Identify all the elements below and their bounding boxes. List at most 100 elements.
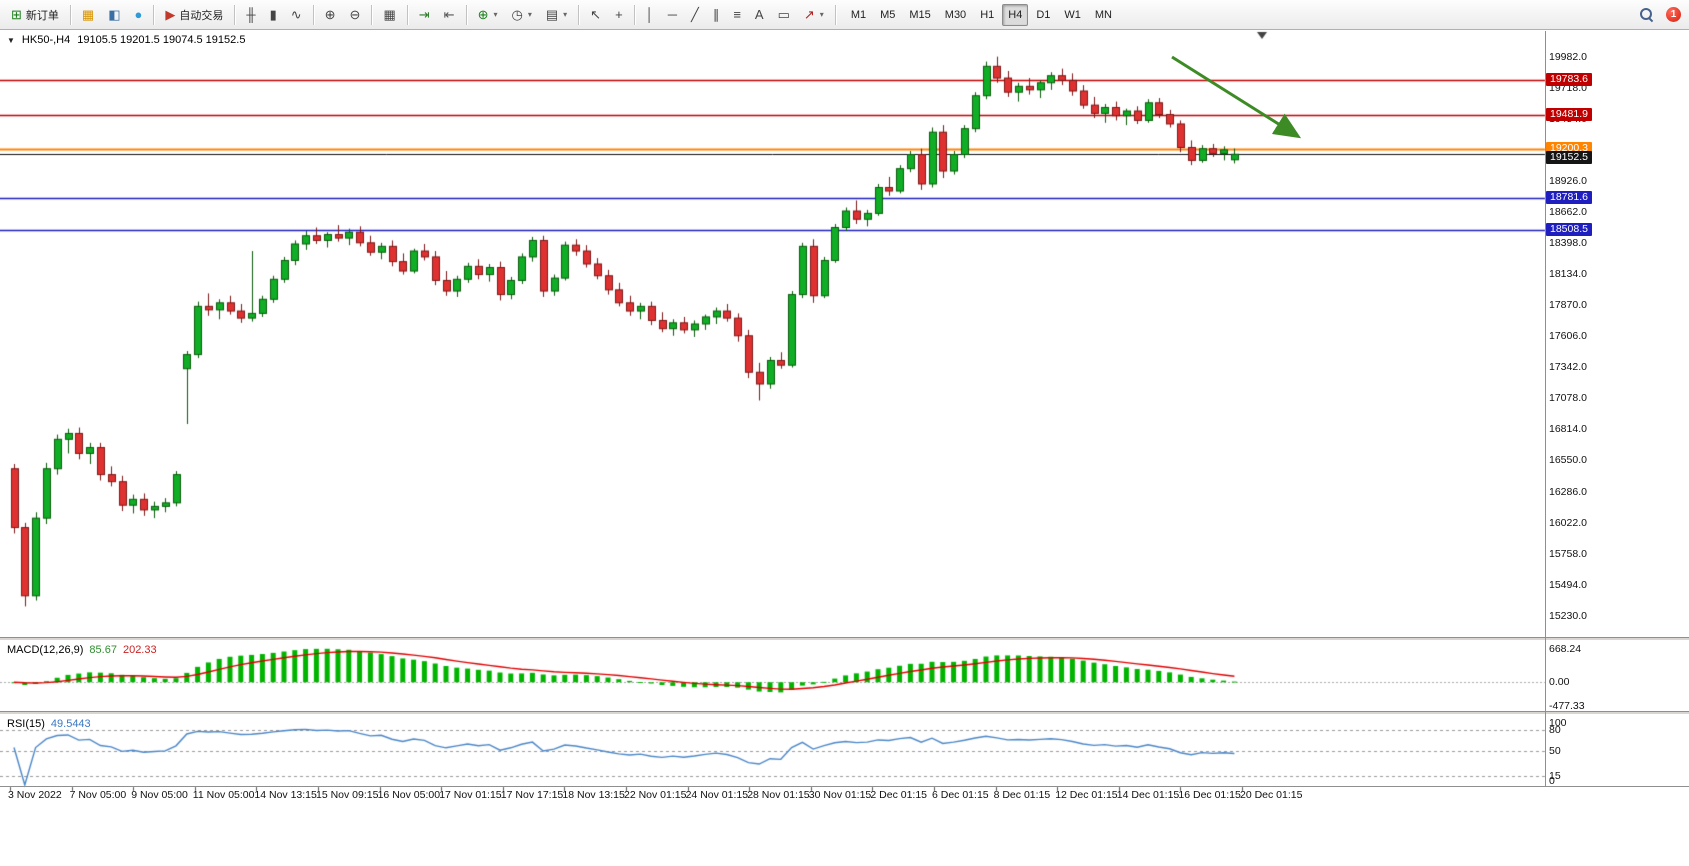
trendline-icon: ╱ bbox=[691, 7, 699, 22]
timeframe-m5-button[interactable]: M5 bbox=[874, 4, 901, 26]
indicators-icon: ⊕ bbox=[477, 7, 489, 22]
zoom-out-button[interactable]: ⊖ bbox=[344, 3, 367, 27]
dropdown-caret-icon: ▾ bbox=[527, 10, 532, 19]
rsi-value: 49.5443 bbox=[50, 718, 91, 730]
vertical-line-icon: │ bbox=[645, 7, 654, 22]
horizontal-line-icon: ─ bbox=[667, 7, 677, 22]
timeframe-m30-button[interactable]: M30 bbox=[939, 4, 972, 26]
chart-title: ▼ HK50-,H4 19105.5 19201.5 19074.5 19152… bbox=[7, 34, 245, 46]
price-axis-border bbox=[1545, 31, 1546, 786]
crosshair-icon: + bbox=[615, 7, 623, 22]
chart-symbol-period: HK50-,H4 bbox=[21, 34, 71, 46]
text-button[interactable]: A bbox=[749, 3, 770, 27]
auto-trading-icon: ▶ bbox=[165, 7, 176, 22]
new-order-button-label: 新订单 bbox=[25, 9, 59, 22]
market-watch-button[interactable]: ▦ bbox=[76, 3, 100, 27]
navigator-button[interactable]: ● bbox=[129, 3, 149, 27]
auto-trading-button-label: 自动交易 bbox=[179, 9, 224, 22]
timeframe-d1-button[interactable]: D1 bbox=[1030, 4, 1056, 26]
timeframe-m1-button[interactable]: M1 bbox=[845, 4, 872, 26]
dropdown-caret-icon: ▾ bbox=[563, 10, 568, 19]
horizontal-line-button[interactable]: ─ bbox=[662, 3, 683, 27]
line-chart-button[interactable]: ∿ bbox=[285, 3, 308, 27]
macd-signal-value: 202.33 bbox=[122, 644, 157, 656]
cursor-button[interactable]: ↖ bbox=[584, 3, 607, 27]
notification-badge[interactable]: 1 bbox=[1666, 7, 1681, 22]
indicators-button[interactable]: ⊕ ▾ bbox=[472, 3, 504, 27]
templates-button[interactable]: ▤ ▾ bbox=[540, 3, 573, 27]
line-chart-icon: ∿ bbox=[290, 7, 302, 22]
new-order-button[interactable]: ⊞ 新订单 bbox=[5, 3, 65, 27]
chart-shift-icon: ⇤ bbox=[443, 7, 455, 22]
toolbar-button-groups: ⊞ 新订单 ▦ ◧ ● ▶ 自动交易 ╫ ▮ ∿ ⊕ ⊖ ▦ ⇥ ⇤ ⊕ ▾ ◷ ▾ ▤ ▾ ↖ + │ ─ ╱ ∥ ≡ A ▭ ↗ ▾ bbox=[4, 3, 831, 27]
text-label-icon: ▭ bbox=[777, 7, 790, 22]
periods-button[interactable]: ◷ ▾ bbox=[505, 3, 537, 27]
macd-main-value: 85.67 bbox=[89, 644, 117, 656]
crosshair-button[interactable]: + bbox=[609, 3, 629, 27]
window-splitter-macd[interactable] bbox=[0, 637, 1689, 641]
dropdown-caret-icon: ▾ bbox=[493, 10, 498, 19]
fibonacci-button[interactable]: ≡ bbox=[727, 3, 747, 27]
auto-scroll-icon: ⇥ bbox=[418, 7, 430, 22]
cursor-icon: ↖ bbox=[590, 7, 602, 22]
trendline-button[interactable]: ╱ bbox=[685, 3, 705, 27]
text-label-button[interactable]: ▭ bbox=[772, 3, 796, 27]
timeframe-mn-button[interactable]: MN bbox=[1089, 4, 1118, 26]
auto-scroll-button[interactable]: ⇥ bbox=[413, 3, 436, 27]
toolbar: ⊞ 新订单 ▦ ◧ ● ▶ 自动交易 ╫ ▮ ∿ ⊕ ⊖ ▦ ⇥ ⇤ ⊕ ▾ ◷ ▾ ▤ ▾ ↖ + │ ─ ╱ ∥ ≡ A ▭ ↗ ▾ M1… bbox=[0, 0, 1689, 30]
dropdown-caret-icon: ▾ bbox=[819, 10, 824, 19]
toolbar-separator bbox=[465, 4, 467, 25]
channel-button[interactable]: ∥ bbox=[707, 3, 726, 27]
toolbar-separator bbox=[371, 4, 373, 25]
toolbar-separator bbox=[312, 4, 314, 25]
zoom-in-icon: ⊕ bbox=[324, 7, 336, 22]
data-window-button[interactable]: ◧ bbox=[102, 3, 126, 27]
candlestick-chart-icon: ▮ bbox=[269, 7, 277, 22]
toolbar-separator bbox=[834, 4, 836, 25]
chart-ohlc-values: 19105.5 19201.5 19074.5 19152.5 bbox=[77, 34, 246, 46]
vertical-line-button[interactable]: │ bbox=[640, 3, 660, 27]
zoom-out-icon: ⊖ bbox=[349, 7, 361, 22]
timeframe-h1-button[interactable]: H1 bbox=[974, 4, 1000, 26]
timeframe-toolbar: M1 M5 M15 M30 H1 H4 D1 W1 MN bbox=[844, 3, 1119, 26]
bar-chart-button[interactable]: ╫ bbox=[240, 3, 261, 27]
timeframe-h4-button[interactable]: H4 bbox=[1002, 3, 1029, 26]
time-axis-border bbox=[0, 786, 1689, 787]
bar-chart-icon: ╫ bbox=[246, 7, 256, 22]
toolbar-separator bbox=[406, 4, 408, 25]
chart-shift-button[interactable]: ⇤ bbox=[438, 3, 461, 27]
text-icon: A bbox=[754, 7, 764, 22]
rsi-indicator-name: RSI(15) bbox=[7, 718, 45, 730]
rsi-indicator-label: RSI(15) 49.5443 bbox=[7, 718, 91, 730]
toolbar-separator bbox=[633, 4, 635, 25]
timeframe-m15-button[interactable]: M15 bbox=[903, 4, 936, 26]
new-order-icon: ⊞ bbox=[11, 7, 22, 22]
toolbar-separator bbox=[153, 4, 155, 25]
search-icon[interactable] bbox=[1639, 7, 1654, 22]
periods-icon: ◷ bbox=[511, 7, 523, 22]
arrows-button[interactable]: ↗ ▾ bbox=[798, 3, 830, 27]
candlestick-chart-button[interactable]: ▮ bbox=[264, 3, 283, 27]
auto-trading-button[interactable]: ▶ 自动交易 bbox=[159, 3, 229, 27]
templates-icon: ▤ bbox=[545, 7, 559, 22]
window-splitter-rsi[interactable] bbox=[0, 711, 1689, 715]
toolbar-separator bbox=[69, 4, 71, 25]
tile-windows-icon: ▦ bbox=[383, 7, 396, 22]
toolbar-right: 1 bbox=[1639, 7, 1685, 22]
macd-indicator-name: MACD(12,26,9) bbox=[7, 644, 84, 656]
timeframe-w1-button[interactable]: W1 bbox=[1058, 4, 1087, 26]
macd-indicator-label: MACD(12,26,9) 85.67 202.33 bbox=[7, 644, 157, 656]
channel-icon: ∥ bbox=[712, 7, 720, 22]
market-watch-icon: ▦ bbox=[81, 7, 95, 22]
one-click-expand-icon[interactable]: ▼ bbox=[7, 35, 15, 45]
zoom-in-button[interactable]: ⊕ bbox=[319, 3, 342, 27]
tile-windows-button[interactable]: ▦ bbox=[377, 3, 401, 27]
toolbar-separator bbox=[234, 4, 236, 25]
arrows-icon: ↗ bbox=[803, 7, 815, 22]
data-window-icon: ◧ bbox=[108, 7, 121, 22]
toolbar-separator bbox=[578, 4, 580, 25]
navigator-icon: ● bbox=[134, 7, 143, 22]
